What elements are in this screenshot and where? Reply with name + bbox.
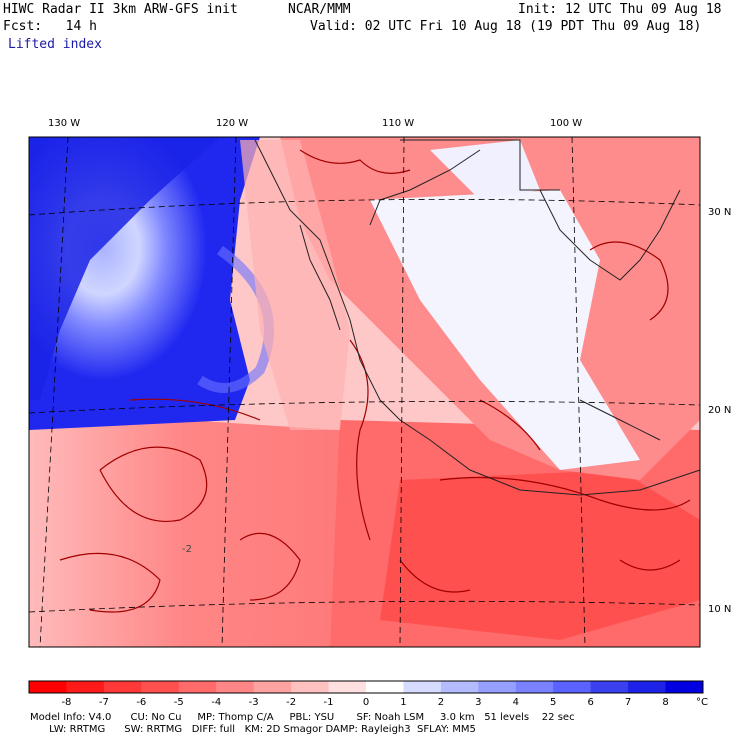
valid-time: Valid: 02 UTC Fri 10 Aug 18 (19 PDT Thu … <box>310 19 702 34</box>
model-info-line1: Model Info: V4.0 CU: No Cu MP: Thomp C/A… <box>30 712 575 723</box>
colorbar-tick-label: 1 <box>400 697 407 708</box>
colorbar-swatch <box>178 681 217 693</box>
field-name: Lifted index <box>8 37 102 52</box>
colorbar-swatch <box>366 681 404 693</box>
colorbar-tick-label: -3 <box>248 697 259 708</box>
colorbar-tick-label: 8 <box>662 697 669 708</box>
forecast-hour: Fcst: 14 h <box>3 19 97 34</box>
colorbar-tick-label: -2 <box>286 697 297 708</box>
colorbar-swatch <box>478 681 517 693</box>
colorbar-border <box>28 680 704 694</box>
lon-label-110w: 110 W <box>382 118 415 129</box>
colorbar-tick-label: -7 <box>98 697 109 708</box>
lat-label-10n: 10 N <box>708 604 732 615</box>
colorbar-swatch <box>29 681 67 693</box>
colorbar-swatch <box>141 681 180 693</box>
colorbar-swatch <box>403 681 442 693</box>
colorbar-tick-label: 7 <box>624 697 632 708</box>
colorbar-tick-label: -1 <box>323 697 334 708</box>
colorbar-unit: °C <box>696 697 708 708</box>
colorbar-swatch <box>253 681 292 693</box>
colorbar-swatch <box>590 681 629 693</box>
colorbar-tick-label: -8 <box>61 697 72 708</box>
lat-label-20n: 20 N <box>708 405 732 416</box>
contour-label: -2 <box>182 544 192 555</box>
colorbar <box>28 680 704 694</box>
colorbar-swatch <box>66 681 105 693</box>
colorbar-swatch <box>103 681 142 693</box>
map-area: -2 <box>28 136 701 648</box>
colorbar-swatch <box>665 681 704 693</box>
colorbar-swatch <box>291 681 330 693</box>
colorbar-swatch <box>216 681 255 693</box>
lat-label-30n: 30 N <box>708 207 732 218</box>
colorbar-tick-label: 0 <box>362 697 370 708</box>
colorbar-tick-label: 6 <box>587 697 594 708</box>
colorbar-swatch <box>553 681 592 693</box>
colorbar-tick-label: -4 <box>211 697 222 708</box>
model-info-line2: LW: RRTMG SW: RRTMG DIFF: full KM: 2D Sm… <box>30 724 476 735</box>
lon-label-120w: 120 W <box>216 118 249 129</box>
colorbar-swatch <box>515 681 554 693</box>
colorbar-swatch <box>628 681 667 693</box>
init-time: Init: 12 UTC Thu 09 Aug 18 <box>518 2 722 17</box>
colorbar-tick-label: -6 <box>136 697 147 708</box>
colorbar-tick-label: 2 <box>437 697 445 708</box>
colorbar-tick-label: 4 <box>512 697 519 708</box>
colorbar-swatch <box>328 681 367 693</box>
lon-label-100w: 100 W <box>550 118 583 129</box>
colorbar-swatch <box>440 681 479 693</box>
colorbar-tick-label: 3 <box>475 697 482 708</box>
lon-label-130w: 130 W <box>48 118 81 129</box>
colorbar-tick-label: 5 <box>550 697 557 708</box>
model-title: HIWC Radar II 3km ARW-GFS init <box>3 2 238 17</box>
colorbar-tick-label: -5 <box>173 697 184 708</box>
org-label: NCAR/MMM <box>288 2 351 17</box>
